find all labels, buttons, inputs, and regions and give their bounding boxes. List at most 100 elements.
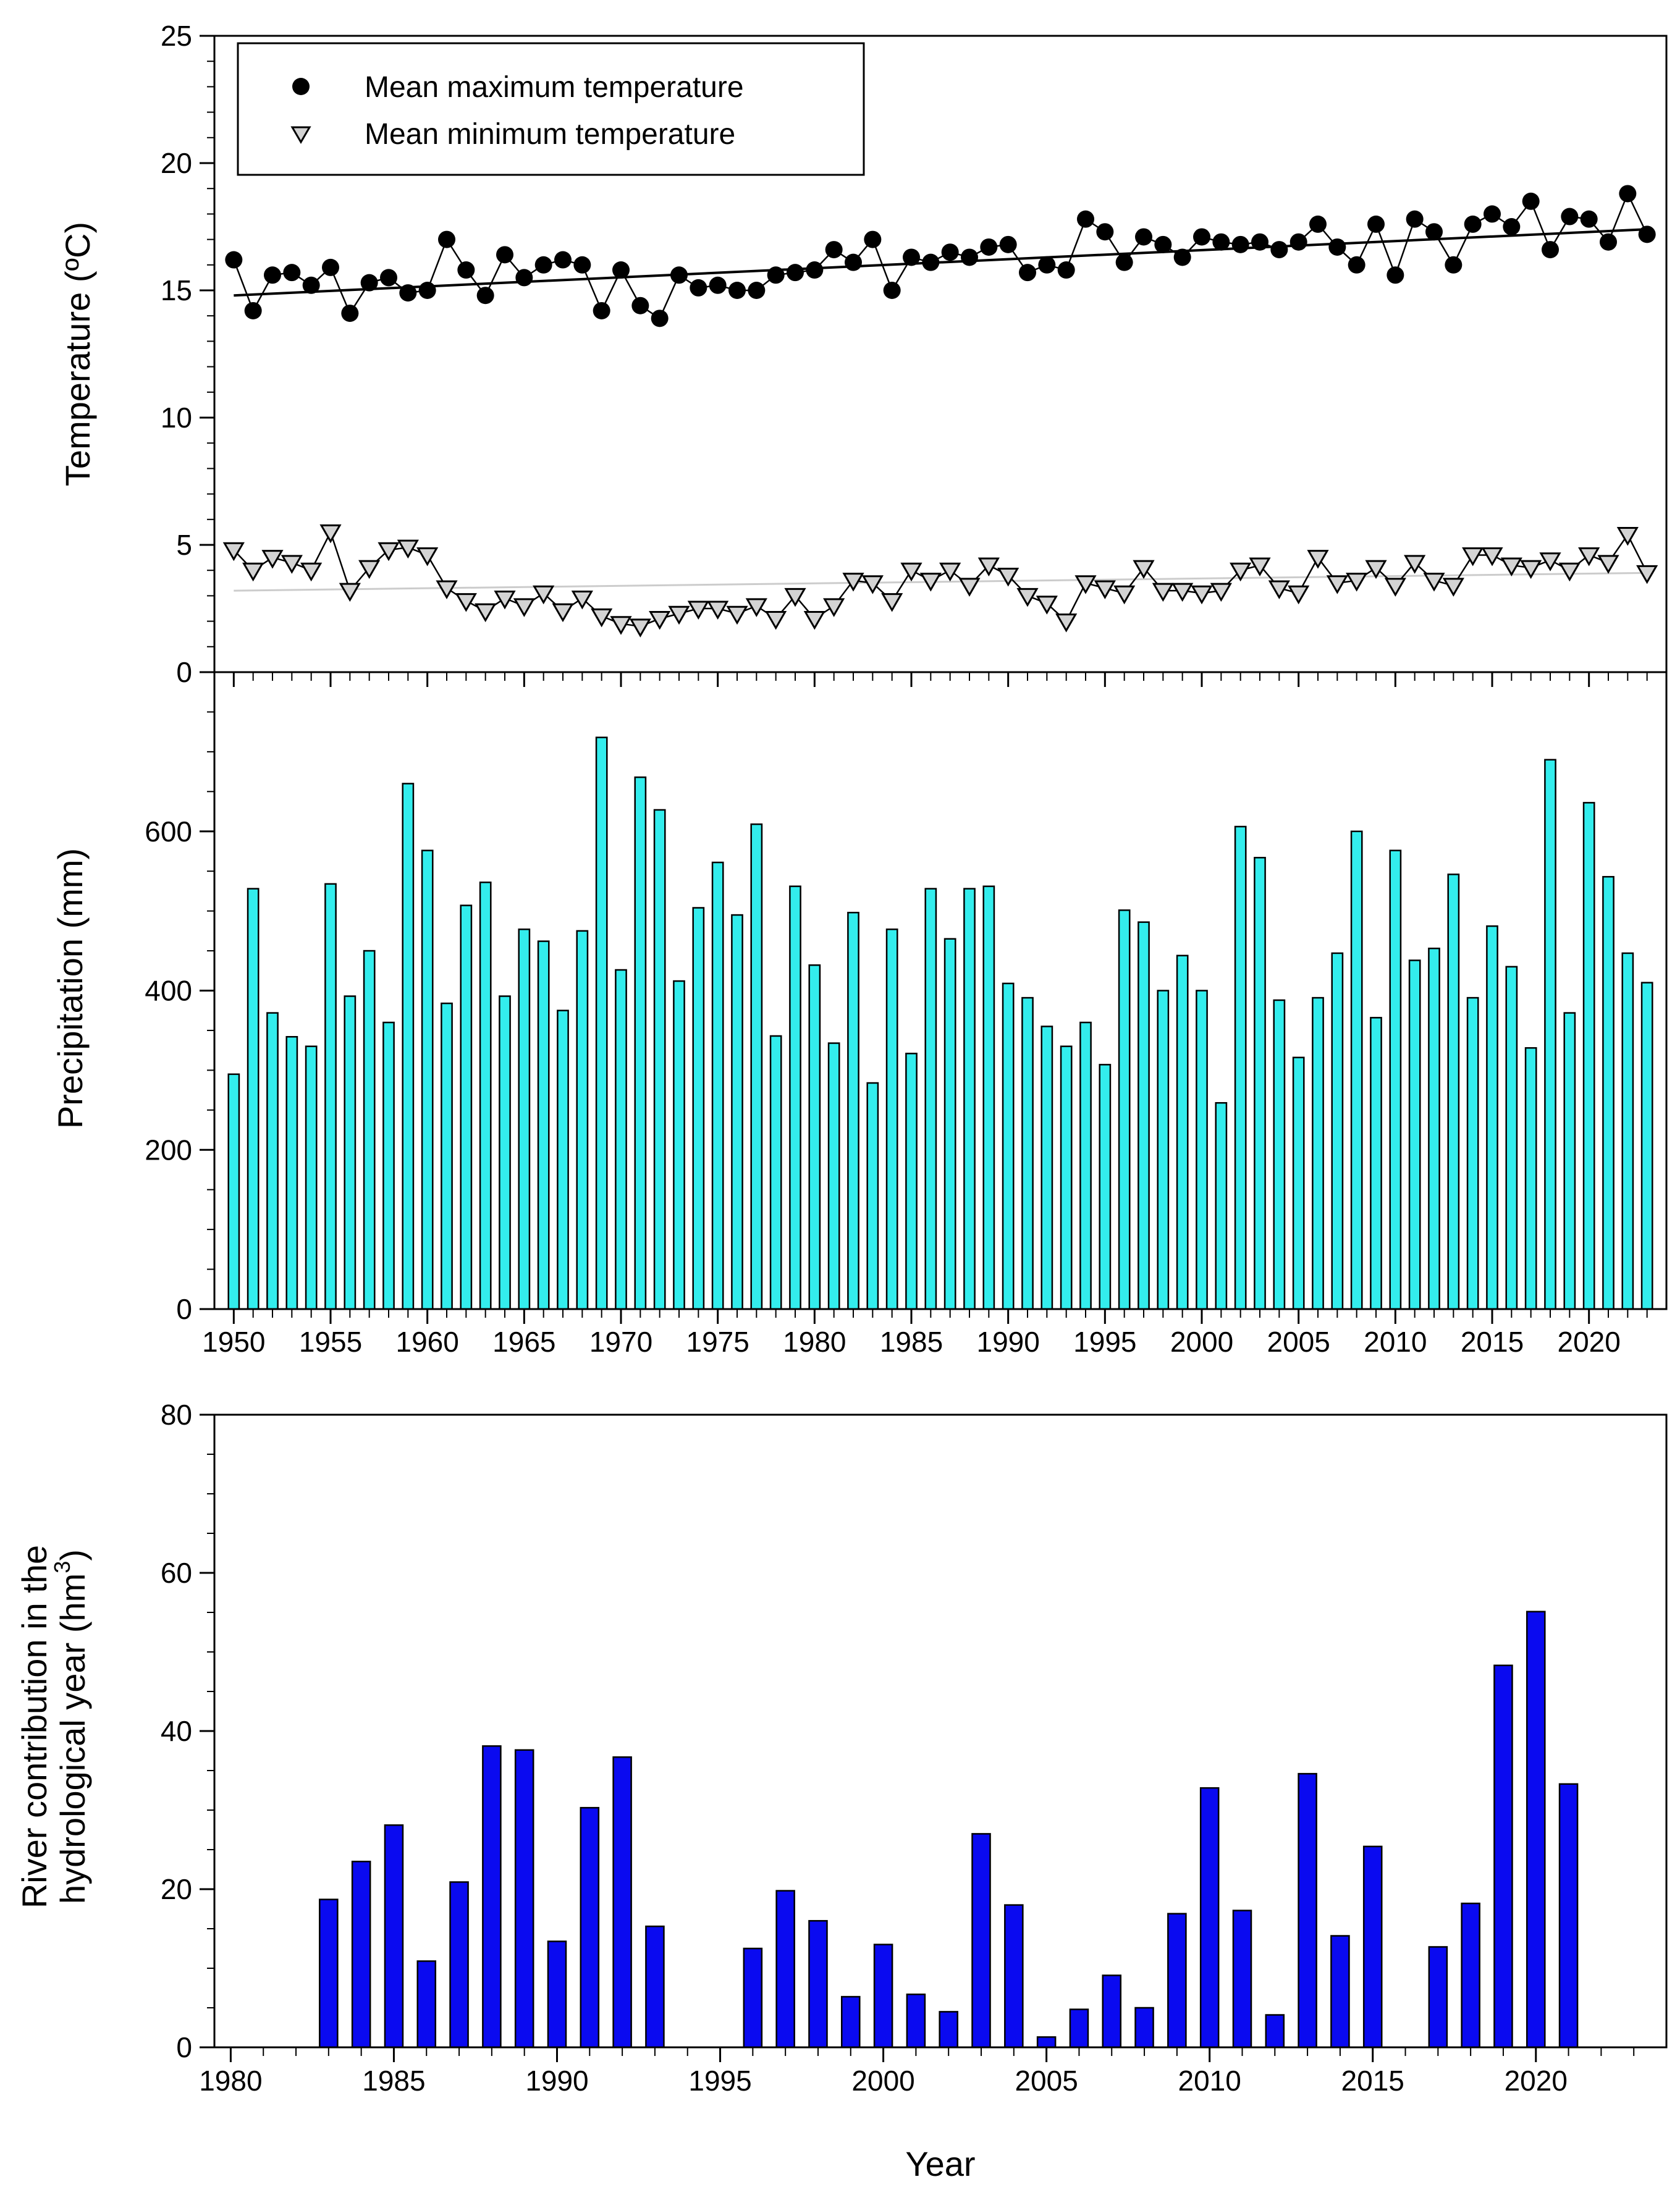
max-temperature-point [438,230,455,248]
max-temperature-point [399,284,417,302]
min-temperature-trendline [234,571,1647,592]
min-temperature-point [1016,588,1039,607]
min-temperature-point [552,603,574,623]
river-contribution-bar [1265,2014,1285,2049]
max-temperature-point [1154,235,1172,253]
precipitation-x-tick-label: 1965 [492,1326,555,1358]
max-temperature-point [1115,253,1133,271]
max-temperature-point [554,251,572,269]
min-temperature-point [1481,547,1503,567]
river-y-tick-label: 40 [161,1715,192,1747]
precipitation-bar [402,783,415,1310]
precipitation-bar [479,881,492,1310]
precipitation-bar [1021,996,1034,1310]
max-temperature-point [864,230,882,248]
precipitation-bar [1234,825,1247,1310]
min-temperature-point [1113,585,1136,605]
river-contribution-bar [1036,2036,1057,2049]
max-temperature-point [883,282,901,299]
precipitation-axes-frame [213,671,1668,1310]
precipitation-x-tick-label: 1970 [589,1326,652,1358]
temperature-y-tick-label: 5 [176,529,192,561]
river-y-tick-label: 80 [161,1399,192,1431]
precipitation-bar [1466,996,1479,1310]
min-temperature-point [687,600,709,620]
river-contribution-bar [1134,2007,1154,2049]
min-temperature-point [571,591,593,610]
precipitation-bar [653,809,666,1310]
river-contribution-bar [449,1881,469,2049]
temperature-y-tick-label: 25 [161,20,192,52]
precipitation-bar [266,1012,279,1310]
river-contribution-bar [906,1993,926,2049]
precipitation-bar [595,736,608,1310]
river-y-axis-title-line1: River contribution in the [15,1545,54,1908]
precipitation-bar [750,823,763,1310]
precipitation-bar [1118,909,1131,1310]
precipitation-bar [731,914,743,1310]
precipitation-bar [982,885,995,1310]
max-temperature-point [903,248,920,266]
max-temperature-point [573,256,591,274]
min-temperature-point [861,575,884,594]
precipitation-bar [943,938,956,1310]
precipitation-x-tick-label: 1980 [783,1326,846,1358]
max-temperature-point [1309,215,1327,233]
river-contribution-bar [1461,1902,1480,2049]
river-contribution-bar [1167,1913,1187,2049]
max-temperature-point [1387,266,1404,284]
max-temperature-point [534,256,552,274]
river-contribution-bar [808,1919,828,2049]
legend-max-label: Mean maximum temperature [365,71,744,104]
min-temperature-point [707,600,729,620]
max-temperature-point [1057,261,1075,279]
river-contribution-bar [1298,1772,1317,2049]
precipitation-panel: 0 200 400 600 1950 1955 1960 1965 1970 1975 1980 19… [51,671,1668,1358]
max-temperature-point [1135,228,1152,246]
river-x-tick-label: 1985 [362,2065,425,2097]
min-temperature-point [1597,555,1619,574]
precipitation-bar [1331,952,1344,1310]
precipitation-x-tick-label: 2015 [1461,1326,1524,1358]
legend-min-label: Mean minimum temperature [365,118,735,151]
max-temperature-point [341,305,359,322]
precipitation-y-tick-label: 200 [145,1134,192,1166]
precipitation-bar [499,995,511,1310]
precipitation-bar [1621,952,1634,1310]
precipitation-bar [1215,1102,1228,1310]
min-temperature-point [319,524,342,544]
river-x-tick-label: 2015 [1341,2065,1404,2097]
precipitation-y-tick-label: 0 [176,1293,192,1325]
precipitation-x-tick-label: 1955 [299,1326,362,1358]
max-temperature-point [651,310,669,327]
precipitation-bar [324,883,337,1310]
min-temperature-point [823,598,845,617]
precipitation-bar [441,1002,453,1310]
max-temperature-point [1231,235,1249,253]
precipitation-plot-area [227,736,1653,1310]
min-temperature-point [977,557,1000,576]
min-temperature-point [1365,560,1387,579]
precipitation-bar [1640,982,1653,1310]
max-temperature-line [233,192,1648,320]
max-temperature-point [496,246,513,264]
precipitation-bar [1292,1056,1305,1310]
river-contribution-bar [1428,1946,1448,2049]
precipitation-bar [692,907,705,1310]
min-temperature-point [900,562,922,582]
max-temperature-point [941,243,959,261]
river-contribution-bar [1330,1935,1350,2049]
precipitation-bar [866,1082,879,1310]
river-contribution-bar [775,1890,795,2049]
min-temperature-point [1636,565,1658,584]
max-temperature-point [1270,241,1288,259]
river-contribution-bar [482,1745,502,2049]
precipitation-bar [673,980,685,1310]
precipitation-bar [305,1045,318,1310]
max-temperature-point [1212,233,1230,251]
river-contribution-bar [1362,1845,1383,2049]
min-temperature-point [1191,585,1213,605]
max-temperature-point [1077,210,1094,228]
min-temperature-point [610,616,632,635]
legend-min-marker [290,126,311,144]
